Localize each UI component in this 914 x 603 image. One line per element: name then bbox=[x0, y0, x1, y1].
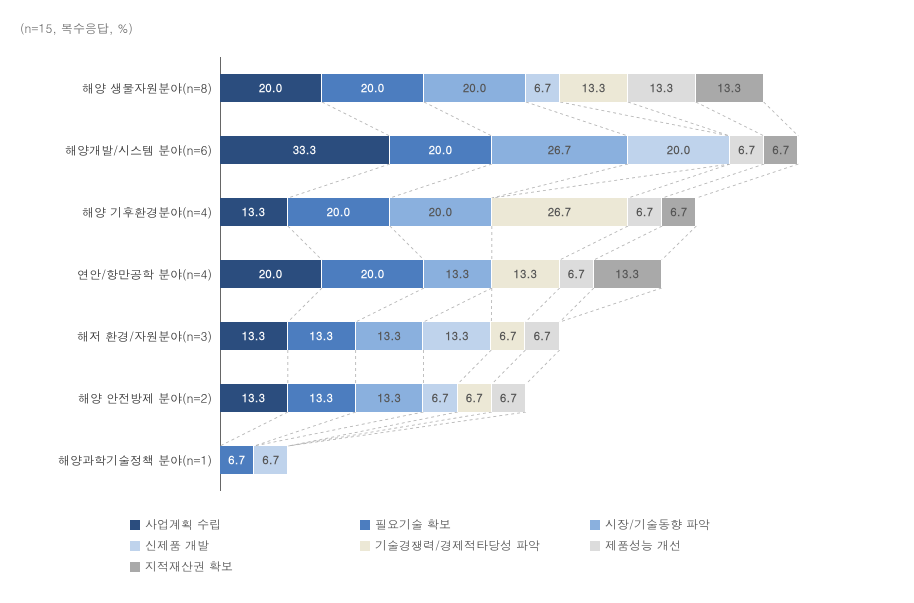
bar-segment: 6.7 bbox=[458, 384, 492, 412]
chart-subtitle: (n=15, 복수응답, %) bbox=[20, 20, 894, 37]
bar-segment: 6.7 bbox=[525, 322, 559, 350]
bar-segment: 6.7 bbox=[492, 384, 526, 412]
bar-segment: 6.7 bbox=[491, 322, 525, 350]
legend-label: 지적재산권 확보 bbox=[145, 558, 233, 575]
bar-container: 13.313.313.36.76.76.7 bbox=[220, 384, 526, 412]
chart-row: 해양 안전방제 분야(n=2)13.313.313.36.76.76.7 bbox=[220, 367, 900, 429]
chart-row: 해양과학기술정책 분야(n=1)6.76.7 bbox=[220, 429, 900, 491]
legend-label: 제품성능 개선 bbox=[605, 537, 681, 554]
bar-container: 33.320.026.720.06.76.7 bbox=[220, 136, 798, 164]
bar-segment: 13.3 bbox=[288, 384, 356, 412]
chart-row: 해양 기후환경분야(n=4)13.320.020.026.76.76.7 bbox=[220, 181, 900, 243]
bar-segment: 20.0 bbox=[322, 74, 424, 102]
bar-container: 20.020.020.06.713.313.313.3 bbox=[220, 74, 764, 102]
chart-row: 연안/항만공학 분야(n=4)20.020.013.313.36.713.3 bbox=[220, 243, 900, 305]
legend-item: 제품성능 개선 bbox=[590, 537, 820, 554]
legend-swatch bbox=[360, 520, 370, 530]
category-label: 해양 안전방제 분야(n=2) bbox=[25, 390, 220, 407]
bar-container: 6.76.7 bbox=[220, 446, 288, 474]
bar-segment: 13.3 bbox=[423, 322, 491, 350]
bar-segment: 13.3 bbox=[356, 384, 424, 412]
bar-segment: 6.7 bbox=[423, 384, 457, 412]
legend-item: 지적재산권 확보 bbox=[130, 558, 360, 575]
bar-segment: 13.3 bbox=[560, 74, 628, 102]
legend-swatch bbox=[590, 541, 600, 551]
bar-segment: 13.3 bbox=[220, 198, 288, 226]
legend-label: 시장/기술동향 파악 bbox=[605, 516, 710, 533]
bar-segment: 6.7 bbox=[764, 136, 798, 164]
bar-segment: 6.7 bbox=[730, 136, 764, 164]
chart-row: 해양 생물자원분야(n=8)20.020.020.06.713.313.313.… bbox=[220, 57, 900, 119]
legend-item: 필요기술 확보 bbox=[360, 516, 590, 533]
legend-item: 기술경쟁력/경제적타당성 파악 bbox=[360, 537, 590, 554]
bar-segment: 6.7 bbox=[526, 74, 560, 102]
category-label: 연안/항만공학 분야(n=4) bbox=[25, 266, 220, 283]
chart-row: 해저 환경/자원분야(n=3)13.313.313.313.36.76.7 bbox=[220, 305, 900, 367]
category-label: 해양 기후환경분야(n=4) bbox=[25, 204, 220, 221]
bar-segment: 20.0 bbox=[424, 74, 526, 102]
chart-row: 해양개발/시스템 분야(n=6)33.320.026.720.06.76.7 bbox=[220, 119, 900, 181]
legend-label: 필요기술 확보 bbox=[375, 516, 451, 533]
bar-segment: 20.0 bbox=[628, 136, 730, 164]
bar-segment: 13.3 bbox=[288, 322, 356, 350]
legend-swatch bbox=[590, 520, 600, 530]
bar-segment: 13.3 bbox=[628, 74, 696, 102]
bar-segment: 13.3 bbox=[424, 260, 492, 288]
bar-segment: 13.3 bbox=[594, 260, 662, 288]
bar-container: 20.020.013.313.36.713.3 bbox=[220, 260, 662, 288]
bar-segment: 26.7 bbox=[492, 198, 628, 226]
bar-segment: 13.3 bbox=[356, 322, 424, 350]
bar-segment: 6.7 bbox=[628, 198, 662, 226]
legend-label: 기술경쟁력/경제적타당성 파악 bbox=[375, 537, 540, 554]
category-label: 해양과학기술정책 분야(n=1) bbox=[25, 452, 220, 469]
bar-segment: 20.0 bbox=[220, 74, 322, 102]
bar-segment: 20.0 bbox=[220, 260, 322, 288]
category-label: 해저 환경/자원분야(n=3) bbox=[25, 328, 220, 345]
bar-segment: 6.7 bbox=[254, 446, 288, 474]
bar-segment: 13.3 bbox=[696, 74, 764, 102]
legend-swatch bbox=[130, 541, 140, 551]
bar-segment: 13.3 bbox=[492, 260, 560, 288]
legend-item: 시장/기술동향 파악 bbox=[590, 516, 820, 533]
bar-segment: 20.0 bbox=[288, 198, 390, 226]
category-label: 해양 생물자원분야(n=8) bbox=[25, 80, 220, 97]
legend: 사업계획 수립 필요기술 확보 시장/기술동향 파악신제품 개발 기술경쟁력/경제적타… bbox=[130, 516, 830, 579]
bar-segment: 13.3 bbox=[220, 322, 288, 350]
bar-segment: 13.3 bbox=[220, 384, 288, 412]
bar-segment: 20.0 bbox=[390, 198, 492, 226]
bar-segment: 6.7 bbox=[560, 260, 594, 288]
stacked-bar-chart: 해양 생물자원분야(n=8)20.020.020.06.713.313.313.… bbox=[220, 57, 900, 491]
legend-label: 사업계획 수립 bbox=[145, 516, 221, 533]
bar-segment: 26.7 bbox=[492, 136, 628, 164]
bar-segment: 6.7 bbox=[220, 446, 254, 474]
legend-swatch bbox=[130, 562, 140, 572]
bar-segment: 20.0 bbox=[390, 136, 492, 164]
bar-container: 13.320.020.026.76.76.7 bbox=[220, 198, 696, 226]
bar-container: 13.313.313.313.36.76.7 bbox=[220, 322, 560, 350]
legend-item: 신제품 개발 bbox=[130, 537, 360, 554]
legend-swatch bbox=[130, 520, 140, 530]
bar-segment: 20.0 bbox=[322, 260, 424, 288]
category-label: 해양개발/시스템 분야(n=6) bbox=[25, 142, 220, 159]
legend-label: 신제품 개발 bbox=[145, 537, 209, 554]
bar-segment: 6.7 bbox=[662, 198, 696, 226]
legend-swatch bbox=[360, 541, 370, 551]
legend-item: 사업계획 수립 bbox=[130, 516, 360, 533]
bar-segment: 33.3 bbox=[220, 136, 390, 164]
